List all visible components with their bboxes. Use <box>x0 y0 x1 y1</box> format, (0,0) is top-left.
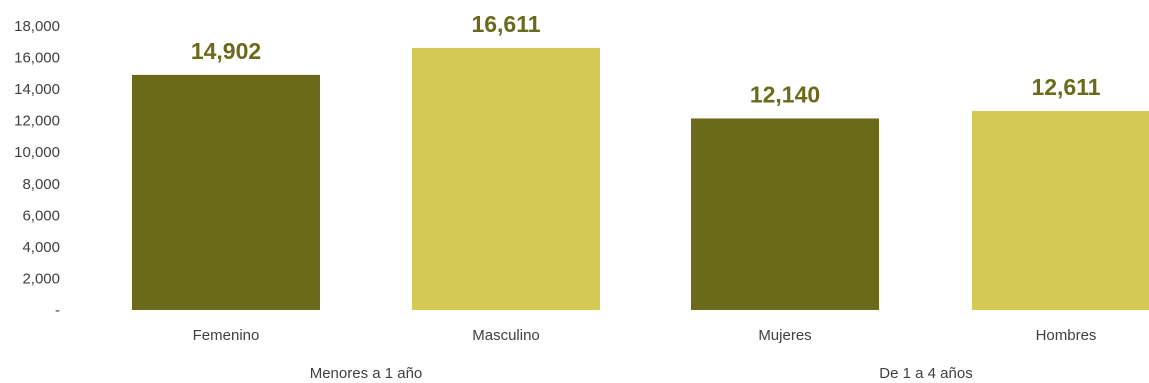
x-group-label: De 1 a 4 años <box>879 365 972 382</box>
y-tick-label: 4,000 <box>22 239 60 256</box>
x-group-label: Menores a 1 año <box>310 365 423 382</box>
bar-masculino <box>412 47 600 310</box>
data-label: 16,611 <box>471 11 540 37</box>
y-tick-label: 14,000 <box>14 81 60 98</box>
data-labels: 14,902 16,611 12,140 12,611 <box>191 11 1101 108</box>
group-labels: Menores a 1 año De 1 a 4 años <box>310 365 973 382</box>
bar-mujeres <box>691 118 879 310</box>
y-tick-label: 12,000 <box>14 113 60 130</box>
y-tick-label: 16,000 <box>14 50 60 67</box>
data-label: 12,140 <box>750 81 820 107</box>
x-category-label: Masculino <box>472 327 540 344</box>
x-category-label: Mujeres <box>758 327 811 344</box>
y-tick-label: 6,000 <box>22 207 60 224</box>
x-category-label: Femenino <box>193 327 260 344</box>
y-axis: - 2,000 4,000 6,000 8,000 10,000 12,000 14,000 1… <box>14 18 60 319</box>
y-tick-label: - <box>55 302 60 319</box>
bar-hombres <box>972 111 1149 310</box>
bar-femenino <box>132 74 320 311</box>
data-label: 14,902 <box>191 38 261 64</box>
data-label: 12,611 <box>1031 74 1100 100</box>
x-axis: Femenino Masculino Mujeres Hombres <box>193 327 1097 344</box>
y-tick-label: 10,000 <box>14 144 60 161</box>
y-tick-label: 2,000 <box>22 270 60 287</box>
x-category-label: Hombres <box>1036 327 1097 344</box>
y-tick-label: 18,000 <box>14 18 60 35</box>
y-tick-label: 8,000 <box>22 176 60 193</box>
bars <box>132 47 1149 311</box>
